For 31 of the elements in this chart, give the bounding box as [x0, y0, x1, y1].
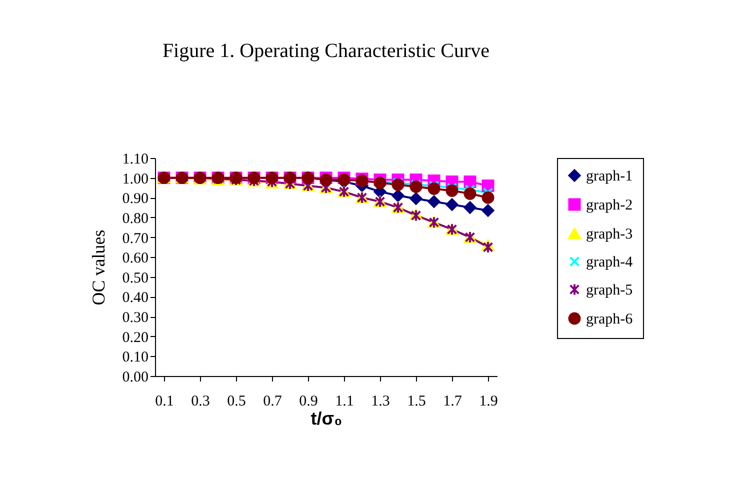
- x-tick-label: 1.3: [371, 394, 390, 410]
- x-tick-label: 0.7: [263, 394, 282, 410]
- x-tick-label: 0.9: [299, 394, 318, 410]
- y-tick-label: 0.70: [122, 230, 148, 247]
- y-tick-label: 0.00: [122, 370, 148, 386]
- y-tick-label: 0.90: [122, 191, 148, 208]
- y-tick-label: 0.50: [122, 270, 148, 286]
- legend-label: graph-2: [586, 198, 633, 214]
- x-tick-label: 1.1: [335, 394, 354, 410]
- y-tick-label: 0.30: [122, 310, 148, 326]
- y-tick-label: 1.00: [122, 171, 148, 188]
- y-tick-label: 0.10: [122, 350, 148, 366]
- x-axis-title: t/σ₀: [310, 408, 342, 428]
- chart-title: Figure 1. Operating Characteristic Curve: [162, 40, 490, 62]
- legend-label: graph-6: [586, 312, 634, 328]
- y-tick-label: 0.40: [122, 290, 148, 306]
- x-tick-label: 1.7: [443, 394, 462, 410]
- y-tick-label: 1.10: [122, 152, 148, 168]
- y-axis-title: OC values: [88, 230, 108, 306]
- y-tick-label: 0.20: [122, 330, 148, 346]
- legend-label: graph-5: [586, 282, 633, 298]
- legend-label: graph-1: [586, 168, 633, 184]
- x-tick-label: 0.5: [227, 394, 246, 410]
- legend-label: graph-3: [586, 226, 633, 242]
- x-tick-label: 1.5: [407, 394, 426, 410]
- x-tick-label: 0.1: [155, 394, 174, 410]
- y-tick-label: 0.80: [122, 210, 148, 227]
- legend-label: graph-4: [586, 254, 634, 270]
- y-tick-label: 0.60: [122, 250, 148, 267]
- x-tick-label: 0.3: [191, 394, 210, 410]
- x-tick-label: 1.9: [479, 394, 498, 410]
